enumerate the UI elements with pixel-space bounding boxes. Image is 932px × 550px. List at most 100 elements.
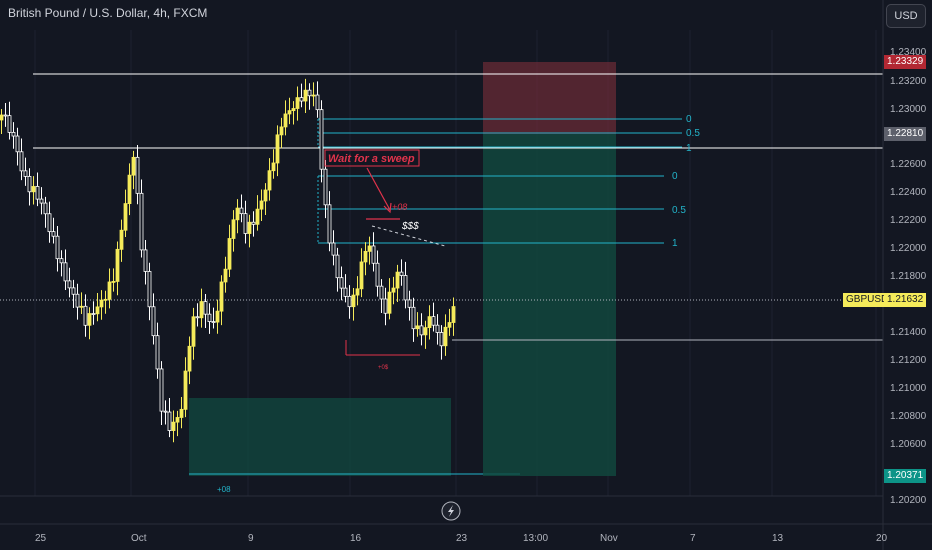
candle-body [19,151,24,172]
candle-body [3,114,8,117]
candle-body [431,316,436,326]
time-tick: 13:00 [523,533,548,544]
price-tick: 1.23000 [890,104,927,115]
candle-body [115,248,120,282]
candle-body [315,94,320,111]
candle-body [423,327,428,336]
candle-body [287,110,292,115]
chart-grid [34,30,877,496]
candle-body [23,170,28,177]
candle-body [259,200,264,210]
lightning-icon[interactable] [441,501,461,521]
time-tick: 13 [772,533,784,544]
candle-body [195,316,200,319]
symbol-price-tag[interactable]: GBPUSD [843,293,892,307]
candle-body [183,370,188,410]
candle-body [159,368,164,412]
candle-body [11,131,16,137]
candle-body [15,135,20,153]
price-tick: 1.21400 [890,327,927,338]
candle-body [107,281,112,300]
demand-zone[interactable] [189,398,451,476]
candle-body [235,207,240,221]
candle-body [135,156,140,194]
candle-body [411,306,416,330]
stop-loss-zone[interactable] [483,62,616,134]
time-tick: Oct [131,533,147,544]
candle-body [451,306,456,323]
entry-price-tag[interactable]: 1.22810 [884,127,927,141]
current-price-tag[interactable]: 1.21632 [884,293,927,307]
candle-body [439,332,444,347]
candle-body [91,313,96,315]
symbol-title[interactable]: British Pound / U.S. Dollar, 4h, FXCM [8,6,208,20]
candle-body [331,242,336,256]
candle-body [347,295,352,308]
candle-body [63,262,68,282]
price-tick: 1.22000 [890,243,927,254]
candle-body [83,305,88,326]
candle-body [219,281,224,312]
time-axis[interactable]: 25 Oct 9 16 23 13:00 Nov 7 13 20 [35,533,888,544]
candle-body [179,408,184,418]
fib-upper-label-1: 1 [686,143,692,154]
candle-body [383,298,388,314]
price-axis[interactable]: 1.23400 1.23200 1.23000 1.22600 1.22400 … [890,47,927,506]
candle-body [427,316,432,329]
candle-body [295,97,300,109]
candle-body [319,109,324,170]
sweep-label: $$$ [401,221,419,232]
range-small-label: +0$ [378,365,389,371]
zone-small-label: +08 [217,485,231,494]
candle-body [43,202,48,215]
time-tick: 25 [35,533,47,544]
candle-body [323,168,328,206]
candle-body [355,288,360,296]
candle-body [207,313,212,322]
stop-loss-price-tag[interactable]: 1.23329 [884,55,927,69]
candle-body [371,245,376,264]
candle-body [395,271,400,289]
candle-body [71,287,76,295]
candle-body [279,126,284,136]
take-profit-price-tag[interactable]: 1.20371 [884,469,927,483]
candle-body [151,306,156,337]
fib-lower-label-0: 0 [672,171,678,182]
currency-button[interactable]: USD [886,4,926,28]
candle-body [375,262,380,287]
note-box[interactable] [324,149,420,167]
candle-body [363,250,368,263]
take-profit-zone[interactable] [483,134,616,476]
candle-body [175,417,180,423]
candle-body [271,162,276,172]
candlestick-series [0,78,456,443]
candle-body [391,287,396,293]
candle-body [339,277,344,289]
candle-body [199,301,204,319]
candle-body [307,89,312,97]
price-tick: 1.23400 [890,47,927,58]
sweep-trendline[interactable] [371,225,446,247]
candle-body [7,115,12,133]
candle-body [67,280,72,289]
candle-body [123,203,128,231]
price-tick: 1.23200 [890,76,927,87]
price-tick: 1.21000 [890,383,927,394]
price-tick: 1.22600 [890,159,927,170]
candle-body [39,198,44,204]
candle-body [399,271,404,276]
candle-body [79,305,84,308]
candle-body [343,287,348,297]
candle-body [87,313,92,326]
candle-body [203,301,208,315]
candle-body [187,345,192,372]
candle-body [335,254,340,279]
candle-body [447,322,452,328]
candle-body [419,325,424,336]
candle-body [119,229,124,250]
candle-body [131,156,136,176]
candle-body [379,285,384,300]
price-tick: 1.20800 [890,411,927,422]
candle-body [51,231,56,237]
